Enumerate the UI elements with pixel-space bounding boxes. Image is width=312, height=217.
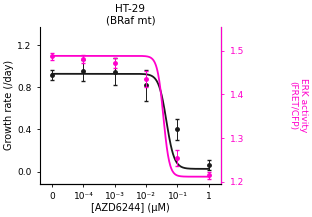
- Title: HT-29
(BRaf mt): HT-29 (BRaf mt): [106, 4, 155, 26]
- Y-axis label: Growth rate (/day): Growth rate (/day): [4, 60, 14, 150]
- Y-axis label: ERK activity
(FRET/CFP): ERK activity (FRET/CFP): [288, 78, 308, 133]
- X-axis label: [AZD6244] (μM): [AZD6244] (μM): [91, 203, 170, 213]
